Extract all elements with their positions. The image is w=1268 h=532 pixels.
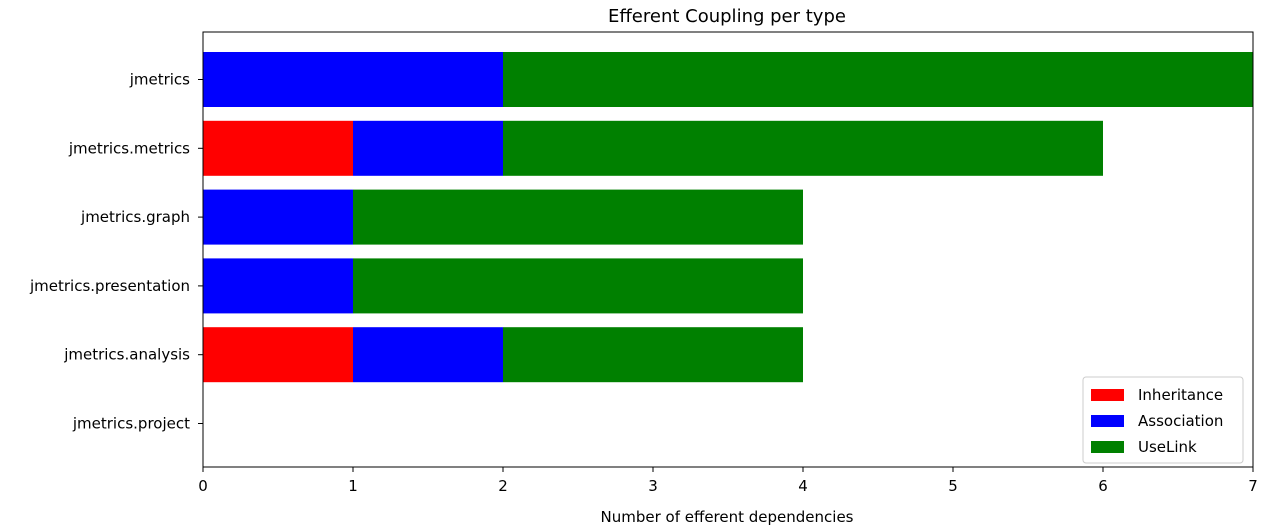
x-tick-label: 3 [648,477,658,495]
bar-association-3 [203,258,353,314]
bar-uselink-1 [503,120,1103,176]
bar-uselink-0 [503,52,1253,107]
bar-uselink-4 [503,327,803,383]
legend-swatch-uselink [1091,441,1124,453]
legend: Inheritance Association UseLink [1082,376,1244,464]
legend-label-uselink: UseLink [1138,438,1197,456]
legend-label-association: Association [1138,412,1223,430]
x-tick-label: 2 [498,477,508,495]
y-tick-label: jmetrics [129,71,190,89]
chart-title: Efferent Coupling per type [608,6,846,27]
bar-inheritance-4 [203,327,353,383]
y-tick-label: jmetrics.project [72,415,190,433]
y-tick-label: jmetrics.presentation [29,277,190,295]
x-tick-label: 6 [1098,477,1108,495]
bar-association-2 [203,189,353,245]
plot-frame [202,31,1254,468]
x-tick-label: 1 [348,477,358,495]
bar-association-1 [353,120,503,176]
x-axis: 0 1 2 3 4 5 6 7 [198,467,1258,495]
bar-association-4 [353,327,503,383]
y-axis: jmetrics jmetrics.metrics jmetrics.graph jm… [29,71,203,433]
x-axis-label: Number of efferent dependencies [601,508,854,526]
x-tick-label: 0 [198,477,208,495]
x-tick-label: 5 [948,477,958,495]
bars-group [203,52,1253,383]
x-tick-label: 4 [798,477,808,495]
bar-inheritance-1 [203,120,353,176]
x-tick-label: 7 [1248,477,1258,495]
bar-uselink-3 [353,258,803,314]
y-tick-label: jmetrics.analysis [63,346,190,364]
y-tick-label: jmetrics.metrics [68,139,190,157]
bar-association-0 [203,52,503,107]
y-tick-label: jmetrics.graph [80,208,190,226]
legend-swatch-association [1091,415,1124,427]
bar-uselink-2 [353,189,803,245]
legend-swatch-inheritance [1091,389,1124,401]
legend-label-inheritance: Inheritance [1138,386,1223,404]
